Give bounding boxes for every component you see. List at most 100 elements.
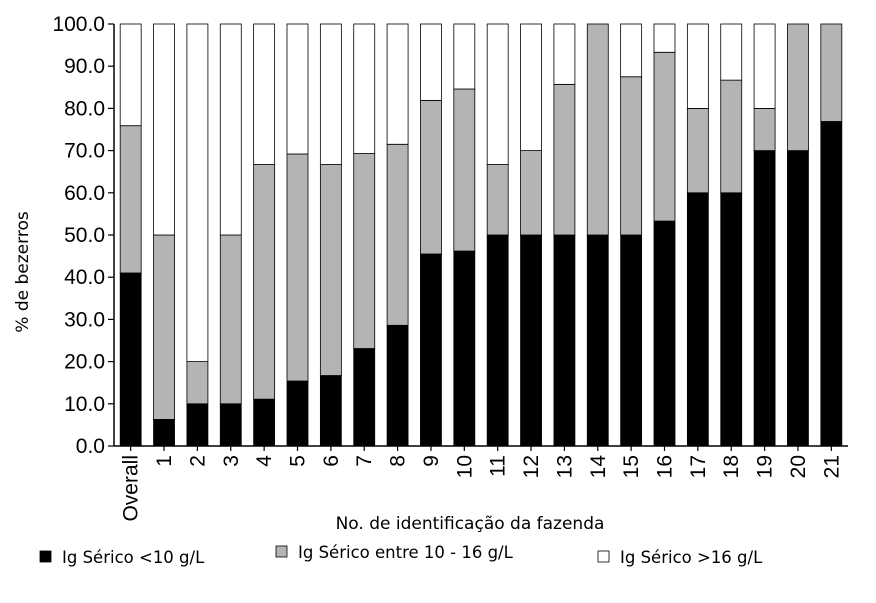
bar-18-series-2 bbox=[720, 79, 743, 194]
x-tick-label-1: 1 bbox=[153, 455, 176, 467]
bar-12-series-1 bbox=[520, 234, 542, 447]
legend-swatch-3 bbox=[597, 550, 610, 563]
bar-11-series-2 bbox=[486, 164, 509, 236]
bar-16-series-2 bbox=[653, 51, 676, 222]
bar-16-series-1 bbox=[653, 220, 676, 447]
bar-11-series-1 bbox=[486, 234, 509, 447]
x-tick-label-13: 13 bbox=[553, 455, 576, 478]
bar-6-series-2 bbox=[319, 164, 342, 376]
bar-12-series-2 bbox=[520, 150, 542, 236]
bar-9-series-1 bbox=[420, 253, 442, 447]
x-tick-label-12: 12 bbox=[520, 455, 543, 478]
x-axis-title: No. de identificação da fazenda bbox=[336, 514, 605, 534]
bar-5-series-1 bbox=[286, 380, 309, 447]
bar-21-series-2 bbox=[820, 23, 843, 122]
bar-19-series-3 bbox=[753, 23, 776, 109]
x-tick-label-15: 15 bbox=[620, 455, 643, 478]
y-tick-label-0-0: 0.0 bbox=[76, 435, 105, 458]
bar-3-series-1 bbox=[219, 403, 242, 447]
bar-8-series-1 bbox=[386, 324, 409, 447]
bar-4-series-2 bbox=[253, 164, 276, 400]
x-tick-label-7: 7 bbox=[353, 455, 376, 467]
bar-11-series-3 bbox=[486, 23, 509, 165]
bar-overall-series-3 bbox=[119, 23, 142, 127]
x-tick-label-16: 16 bbox=[654, 455, 677, 478]
bar-7-series-2 bbox=[353, 153, 376, 349]
axes-group bbox=[108, 23, 848, 451]
bar-2-series-1 bbox=[186, 403, 209, 447]
bar-10-series-2 bbox=[453, 88, 476, 252]
bar-19-series-1 bbox=[753, 150, 776, 447]
bar-12-series-3 bbox=[520, 23, 542, 151]
bar-20-series-2 bbox=[787, 23, 809, 151]
bar-21-series-1 bbox=[820, 121, 843, 447]
bar-4-series-3 bbox=[253, 23, 276, 165]
legend-label-2: Ig Sérico entre 10 - 16 g/L bbox=[298, 543, 514, 562]
legend-swatch-2 bbox=[275, 545, 288, 558]
bar-10-series-1 bbox=[453, 250, 476, 447]
x-tick-label-20: 20 bbox=[787, 455, 810, 478]
y-tick-label-20-0: 20.0 bbox=[64, 351, 105, 374]
legend-label-3: Ig Sérico >16 g/L bbox=[620, 548, 763, 567]
x-tick-label-9: 9 bbox=[420, 455, 443, 467]
y-tick-label-60-0: 60.0 bbox=[64, 182, 105, 205]
bar-18-series-1 bbox=[720, 192, 743, 447]
y-tick-labels: 0.0 10.0 20.0 30.0 40.0 50.0 60.0 70.0 80.0 90.0 1… bbox=[52, 13, 105, 458]
y-tick-label-90-0: 90.0 bbox=[64, 55, 105, 78]
legend-item-2: Ig Sérico entre 10 - 16 g/L bbox=[275, 543, 514, 562]
bar-9-series-2 bbox=[420, 99, 442, 255]
bar-17-series-3 bbox=[686, 23, 709, 109]
x-tick-label-17: 17 bbox=[687, 455, 710, 478]
x-tick-label-19: 19 bbox=[754, 455, 777, 478]
x-tick-label-18: 18 bbox=[720, 455, 743, 478]
x-tick-label-4: 4 bbox=[253, 455, 276, 467]
bar-5-series-2 bbox=[286, 153, 309, 382]
y-tick-label-100-0: 100.0 bbox=[52, 13, 105, 36]
x-tick-labels: Overall 1 2 3 4 5 6 7 8 9 10 11 12 13 14 15 16 17 18 19 20 21 bbox=[120, 455, 844, 522]
y-tick-label-80-0: 80.0 bbox=[64, 97, 105, 120]
bar-6-series-1 bbox=[319, 375, 342, 447]
bar-13-series-2 bbox=[553, 83, 576, 236]
bar-13-series-3 bbox=[553, 23, 576, 85]
bar-9-series-3 bbox=[420, 23, 442, 101]
bar-14-series-2 bbox=[586, 23, 609, 236]
bar-overall-series-2 bbox=[119, 125, 142, 274]
bar-15-series-3 bbox=[620, 23, 643, 78]
bar-2-series-3 bbox=[186, 23, 209, 363]
bar-5-series-3 bbox=[286, 23, 309, 155]
bar-18-series-3 bbox=[720, 23, 743, 81]
legend: Ig Sérico <10 g/L Ig Sérico entre 10 - 16… bbox=[39, 543, 763, 567]
bar-15-series-2 bbox=[620, 76, 643, 236]
y-tick-label-50-0: 50.0 bbox=[64, 224, 105, 247]
bar-17-series-1 bbox=[686, 192, 709, 447]
x-tick-label-10: 10 bbox=[453, 455, 476, 478]
x-tick-label-2: 2 bbox=[186, 455, 209, 467]
bar-19-series-2 bbox=[753, 108, 776, 152]
x-tick-label-5: 5 bbox=[287, 455, 310, 467]
legend-item-3: Ig Sérico >16 g/L bbox=[597, 548, 763, 567]
bar-13-series-1 bbox=[553, 234, 576, 447]
bar-2-series-2 bbox=[186, 361, 209, 405]
bar-8-series-2 bbox=[386, 143, 409, 326]
bar-4-series-1 bbox=[253, 398, 276, 447]
bar-6-series-3 bbox=[319, 23, 342, 165]
y-tick-label-30-0: 30.0 bbox=[64, 308, 105, 331]
x-tick-label-6: 6 bbox=[320, 455, 343, 467]
y-tick-label-70-0: 70.0 bbox=[64, 140, 105, 163]
y-tick-label-10-0: 10.0 bbox=[64, 393, 105, 416]
bar-7-series-1 bbox=[353, 348, 376, 447]
bar-3-series-3 bbox=[219, 23, 242, 236]
legend-label-1: Ig Sérico <10 g/L bbox=[62, 548, 205, 567]
bar-17-series-2 bbox=[686, 108, 709, 194]
bar-overall-series-1 bbox=[119, 272, 142, 447]
bar-16-series-3 bbox=[653, 23, 676, 53]
bar-7-series-3 bbox=[353, 23, 376, 154]
x-tick-label-14: 14 bbox=[587, 455, 610, 479]
bars-group bbox=[119, 23, 843, 447]
legend-item-1: Ig Sérico <10 g/L bbox=[39, 548, 205, 567]
bar-1-series-3 bbox=[153, 23, 175, 236]
x-tick-label-overall: Overall bbox=[120, 455, 143, 522]
y-axis-title: % de bezerros bbox=[13, 211, 33, 333]
